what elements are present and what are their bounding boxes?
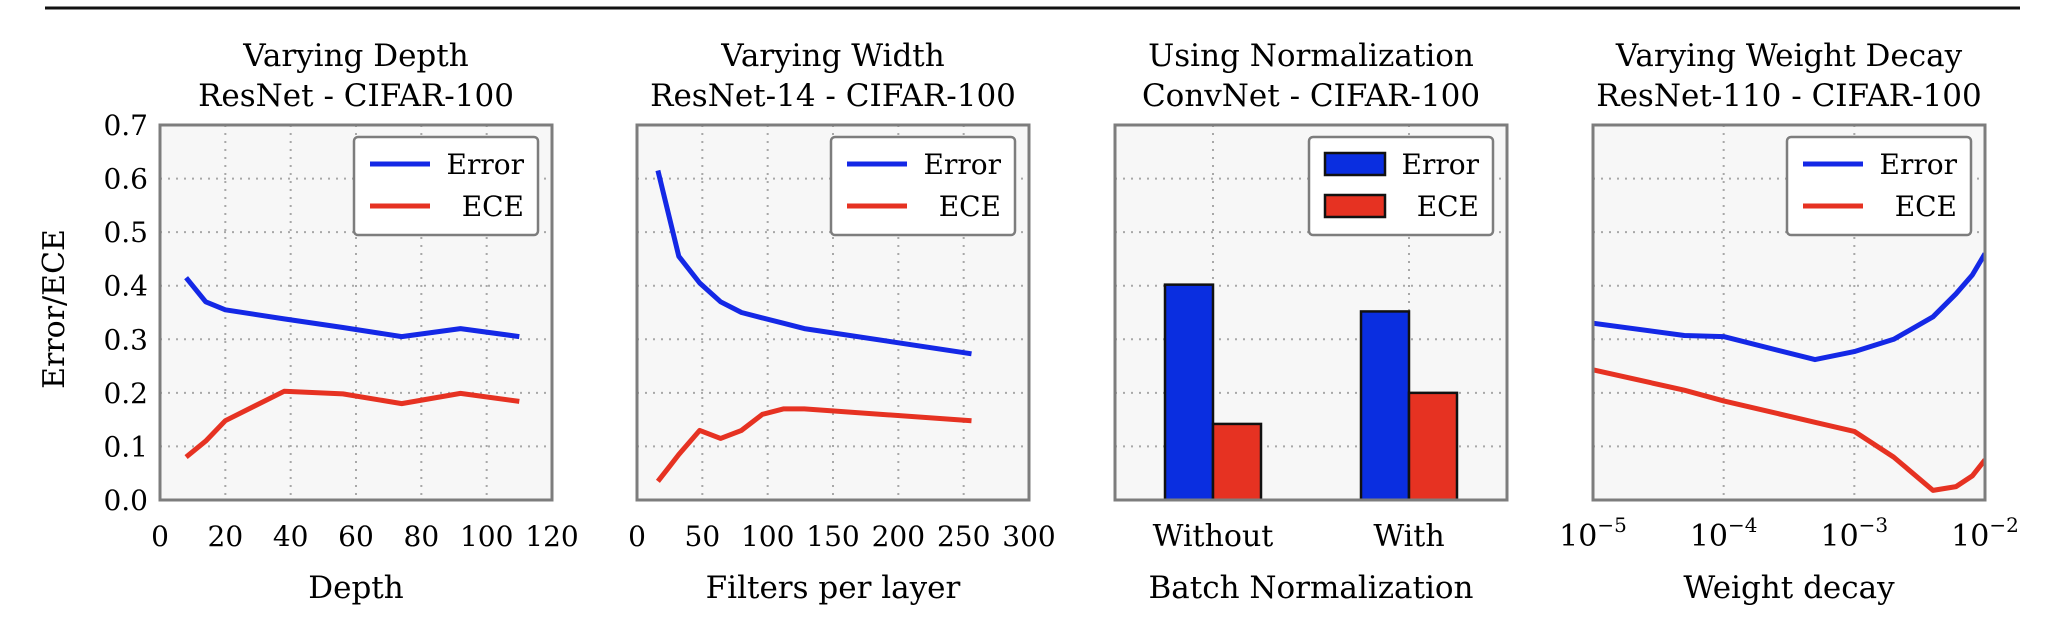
- bar-ece-without: [1211, 422, 1263, 502]
- y-tick-label: 0.4: [103, 270, 148, 303]
- legend-label-error: Error: [924, 148, 1002, 181]
- plot-frame: [1591, 123, 1987, 502]
- tick-base: 10: [1559, 519, 1597, 554]
- legend: Error ECE: [352, 135, 540, 237]
- x-tick-label: 50: [685, 520, 721, 553]
- x-tick-label: With: [1373, 519, 1444, 554]
- x-axis-label: Weight decay: [1683, 570, 1895, 606]
- panels: Varying Depth ResNet - CIFAR-100 0.0 0.1 0.2…: [103, 38, 2018, 606]
- plot-frame: [635, 123, 1031, 502]
- x-tick-label: 20: [208, 520, 244, 553]
- tick-exponent: −3: [1859, 513, 1888, 537]
- tick-exponent: −2: [1989, 513, 2018, 537]
- series-line-error: [184, 276, 520, 340]
- bar-ece-with: [1407, 391, 1459, 502]
- x-axis-label: Batch Normalization: [1148, 570, 1473, 606]
- x-tick-label: 250: [937, 520, 990, 553]
- x-tick-label: 300: [1002, 520, 1055, 553]
- plot-frame: [1113, 123, 1509, 502]
- tick-exponent: −4: [1728, 513, 1757, 537]
- bar-error-with: [1359, 310, 1411, 502]
- legend-label-ece: ECE: [1895, 190, 1957, 223]
- x-tick-label: 150: [806, 520, 859, 553]
- x-axis-label: Filters per layer: [706, 570, 961, 606]
- x-tick-label: 120: [525, 520, 578, 553]
- x-tick-label: 80: [404, 520, 440, 553]
- panel-3: Using Normalization ConvNet - CIFAR-100 Wi…: [1113, 38, 1509, 606]
- x-tick-label: 200: [872, 520, 925, 553]
- tick-exponent: −5: [1597, 513, 1626, 537]
- tick-base: 10: [1690, 519, 1728, 554]
- panel-subtitle: ResNet - CIFAR-100: [198, 78, 514, 114]
- panel-title: Varying Depth: [242, 38, 468, 74]
- legend: Error ECE: [829, 135, 1017, 237]
- tick-base: 10: [1951, 519, 1989, 554]
- panel-subtitle: ResNet-110 - CIFAR-100: [1596, 78, 1982, 114]
- series-line-error: [655, 169, 972, 357]
- panel-title: Using Normalization: [1148, 38, 1474, 74]
- x-tick-label: 100: [460, 520, 513, 553]
- x-axis-label: Depth: [308, 570, 404, 606]
- y-tick-label: 0.6: [103, 163, 148, 196]
- panel-1: Varying Depth ResNet - CIFAR-100 0.0 0.1 0.2…: [103, 38, 578, 606]
- grid: [160, 125, 552, 500]
- legend: Error ECE: [1785, 135, 1973, 237]
- series-line-ece: [655, 406, 972, 483]
- legend-label-ece: ECE: [462, 190, 524, 223]
- panel-subtitle: ConvNet - CIFAR-100: [1142, 78, 1480, 114]
- series-line-ece: [184, 388, 520, 460]
- y-axis-label: Error/ECE: [37, 229, 72, 389]
- x-tick-label: 0: [151, 520, 169, 553]
- legend-label-error: Error: [1880, 148, 1958, 181]
- bar-error-without: [1163, 283, 1215, 502]
- panel-2: Varying Width ResNet-14 - CIFAR-100 0 50 100…: [628, 38, 1056, 606]
- y-tick-label: 0.1: [103, 430, 148, 463]
- panel-4: Varying Weight Decay ResNet-110 - CIFAR-1…: [1559, 38, 2019, 606]
- legend-label-error: Error: [447, 148, 525, 181]
- panel-title: Varying Weight Decay: [1615, 38, 1963, 74]
- x-tick-label: Without: [1153, 519, 1274, 554]
- legend-swatch-error: [1323, 151, 1387, 177]
- x-tick-label: 10−2: [1951, 513, 2019, 554]
- y-tick-label: 0.3: [103, 323, 148, 356]
- y-tick-label: 0.0: [103, 484, 148, 517]
- legend-swatch-ece: [1323, 193, 1387, 219]
- x-tick-label: 40: [273, 520, 309, 553]
- tick-base: 10: [1820, 519, 1858, 554]
- panel-subtitle: ResNet-14 - CIFAR-100: [650, 78, 1016, 114]
- x-tick-label: 10−3: [1820, 513, 1888, 554]
- x-tick-label: 0: [628, 520, 646, 553]
- legend: Error ECE: [1307, 135, 1495, 237]
- grid: [1593, 125, 1985, 500]
- y-tick-label: 0.7: [103, 109, 148, 142]
- series-line-ece: [1593, 367, 1985, 493]
- legend-label-ece: ECE: [1417, 190, 1479, 223]
- x-tick-label: 60: [338, 520, 374, 553]
- y-tick-label: 0.5: [103, 216, 148, 249]
- legend-label-ece: ECE: [939, 190, 1001, 223]
- x-tick-label: 100: [741, 520, 794, 553]
- series-line-error: [1593, 252, 1985, 363]
- plot-frame: [158, 123, 554, 502]
- y-tick-label: 0.2: [103, 377, 148, 410]
- legend-label-error: Error: [1402, 148, 1480, 181]
- panel-title: Varying Width: [720, 38, 944, 74]
- x-tick-label: 10−4: [1690, 513, 1758, 554]
- x-tick-label: 10−5: [1559, 513, 1627, 554]
